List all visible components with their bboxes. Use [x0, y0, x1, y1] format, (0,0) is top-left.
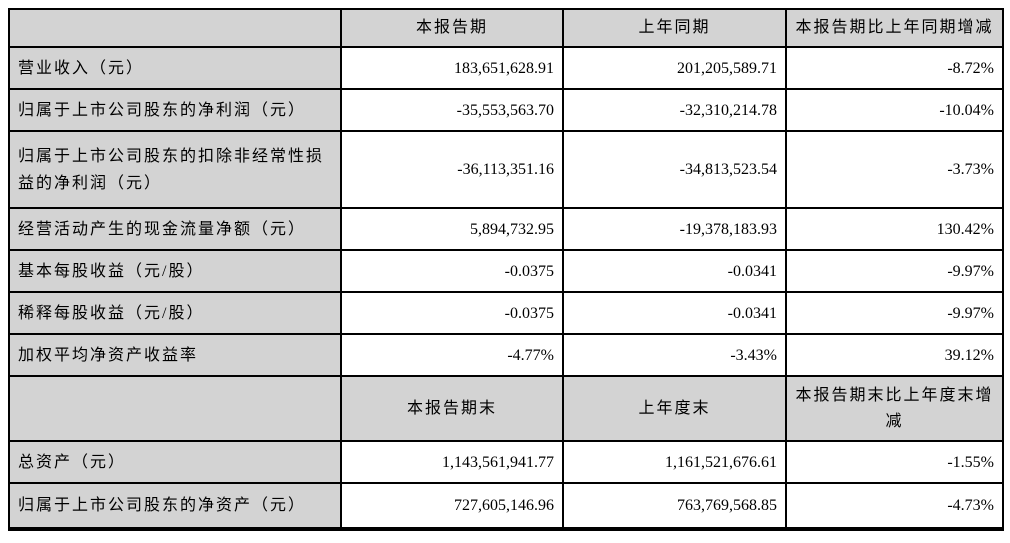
metric-label-cell: 经营活动产生的现金流量净额（元） — [8, 207, 342, 251]
prior-period-value-cell: 201,205,589.71 — [562, 46, 787, 90]
section2-header-change: 本报告期末比上年度末增减 — [785, 375, 1004, 442]
change-value-cell: -9.97% — [785, 291, 1004, 335]
table-row-net-profit: 归属于上市公司股东的净利润（元） -35,553,563.70 -32,310,… — [8, 88, 1004, 132]
prior-period-value-cell: -32,310,214.78 — [562, 88, 787, 132]
metric-label-cell: 基本每股收益（元/股） — [8, 249, 342, 293]
change-value-cell: -4.73% — [785, 482, 1004, 530]
prior-period-value-cell: 763,769,568.85 — [562, 482, 787, 530]
prior-period-value-cell: -3.43% — [562, 333, 787, 377]
change-value-cell: 130.42% — [785, 207, 1004, 251]
table-row-net-profit-excl-nonrecurring: 归属于上市公司股东的扣除非经常性损益的净利润（元） -36,113,351.16… — [8, 130, 1004, 209]
current-period-value-cell: -36,113,351.16 — [340, 130, 564, 209]
change-value-cell: 39.12% — [785, 333, 1004, 377]
change-value-cell: -1.55% — [785, 440, 1004, 484]
metric-label-cell: 归属于上市公司股东的扣除非经常性损益的净利润（元） — [8, 130, 342, 209]
current-period-value-cell: -4.77% — [340, 333, 564, 377]
table-row-diluted-eps: 稀释每股收益（元/股） -0.0375 -0.0341 -9.97% — [8, 291, 1004, 335]
current-period-value-cell: 1,143,561,941.77 — [340, 440, 564, 484]
section2-header-empty-cell — [8, 375, 342, 442]
current-period-value-cell: -35,553,563.70 — [340, 88, 564, 132]
prior-period-value-cell: -0.0341 — [562, 249, 787, 293]
section2-header-row: 本报告期末 上年度末 本报告期末比上年度末增减 — [8, 375, 1004, 442]
metric-label-cell: 营业收入（元） — [8, 46, 342, 90]
prior-period-value-cell: 1,161,521,676.61 — [562, 440, 787, 484]
change-value-cell: -3.73% — [785, 130, 1004, 209]
current-period-value-cell: 5,894,732.95 — [340, 207, 564, 251]
table-row-weighted-avg-roe: 加权平均净资产收益率 -4.77% -3.43% 39.12% — [8, 333, 1004, 377]
prior-period-value-cell: -0.0341 — [562, 291, 787, 335]
section1-header-current-period: 本报告期 — [340, 8, 564, 48]
table-row-total-assets: 总资产（元） 1,143,561,941.77 1,161,521,676.61… — [8, 440, 1004, 484]
metric-label-cell: 稀释每股收益（元/股） — [8, 291, 342, 335]
table-row-operating-revenue: 营业收入（元） 183,651,628.91 201,205,589.71 -8… — [8, 46, 1004, 90]
prior-period-value-cell: -34,813,523.54 — [562, 130, 787, 209]
metric-label-cell: 加权平均净资产收益率 — [8, 333, 342, 377]
metric-label-cell: 归属于上市公司股东的净利润（元） — [8, 88, 342, 132]
table-row-basic-eps: 基本每股收益（元/股） -0.0375 -0.0341 -9.97% — [8, 249, 1004, 293]
current-period-value-cell: 183,651,628.91 — [340, 46, 564, 90]
section2-header-prior-year-end: 上年度末 — [562, 375, 787, 442]
change-value-cell: -10.04% — [785, 88, 1004, 132]
section2-header-current-period-end: 本报告期末 — [340, 375, 564, 442]
current-period-value-cell: -0.0375 — [340, 291, 564, 335]
current-period-value-cell: 727,605,146.96 — [340, 482, 564, 530]
change-value-cell: -9.97% — [785, 249, 1004, 293]
section1-header-prior-period: 上年同期 — [562, 8, 787, 48]
section1-header-change: 本报告期比上年同期增减 — [785, 8, 1004, 48]
prior-period-value-cell: -19,378,183.93 — [562, 207, 787, 251]
table-row-operating-cash-flow: 经营活动产生的现金流量净额（元） 5,894,732.95 -19,378,18… — [8, 207, 1004, 251]
current-period-value-cell: -0.0375 — [340, 249, 564, 293]
metric-label-cell: 总资产（元） — [8, 440, 342, 484]
financial-summary-table: 本报告期 上年同期 本报告期比上年同期增减 营业收入（元） 183,651,62… — [8, 8, 1004, 531]
section1-header-empty-cell — [8, 8, 342, 48]
section1-header-row: 本报告期 上年同期 本报告期比上年同期增减 — [8, 8, 1004, 48]
table-row-net-assets: 归属于上市公司股东的净资产（元） 727,605,146.96 763,769,… — [8, 482, 1004, 530]
change-value-cell: -8.72% — [785, 46, 1004, 90]
metric-label-cell: 归属于上市公司股东的净资产（元） — [8, 482, 342, 530]
